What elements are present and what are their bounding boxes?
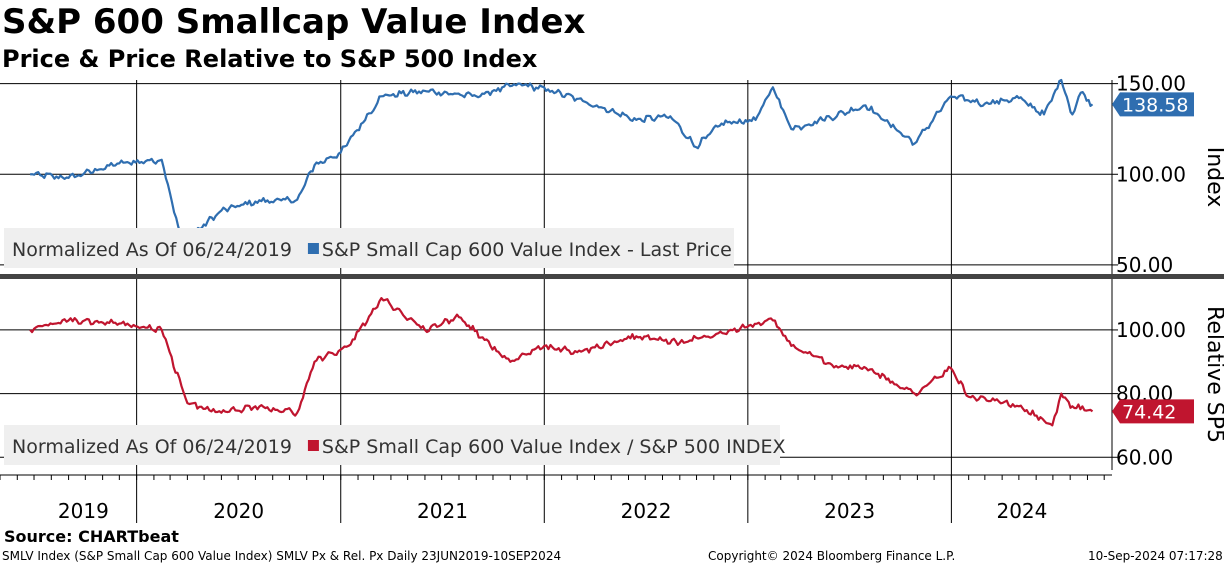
legend-series-top: S&P Small Cap 600 Value Index - Last Pri… bbox=[322, 239, 732, 261]
y-axis-title-bottom: Relative SP5 bbox=[1202, 306, 1224, 443]
last-value-label-bottom: 74.42 bbox=[1122, 401, 1176, 423]
y-axis-title-top: Index bbox=[1202, 147, 1224, 208]
chart-title: S&P 600 Smallcap Value Index bbox=[2, 2, 586, 42]
legend-box-bottom bbox=[4, 425, 780, 465]
legend-swatch-top bbox=[307, 243, 319, 254]
legend-normalized-bottom: Normalized As Of 06/24/2019 bbox=[12, 436, 292, 458]
legend-series-bottom: S&P Small Cap 600 Value Index / S&P 500 … bbox=[322, 436, 786, 458]
panel-separator bbox=[0, 274, 1224, 279]
source-label: Source: CHARTbeat bbox=[4, 527, 179, 546]
timestamp: 10-Sep-2024 07:17:28 bbox=[1088, 549, 1223, 563]
last-value-tag-top bbox=[1112, 92, 1194, 117]
legend-swatch-bottom bbox=[307, 440, 319, 451]
year-label-2024: 2024 bbox=[996, 499, 1047, 523]
year-label-2021: 2021 bbox=[417, 499, 468, 523]
legend-normalized-top: Normalized As Of 06/24/2019 bbox=[12, 239, 292, 261]
ticker-info: SMLV Index (S&P Small Cap 600 Value Inde… bbox=[2, 549, 562, 563]
year-label-2019: 2019 bbox=[58, 499, 109, 523]
last-value-tag-bottom bbox=[1112, 399, 1194, 424]
legend-box-top bbox=[4, 228, 734, 268]
year-label-2020: 2020 bbox=[213, 499, 264, 523]
series-line-top bbox=[30, 78, 1094, 245]
series-line-bottom bbox=[29, 297, 1094, 427]
last-value-label-top: 138.58 bbox=[1122, 94, 1188, 116]
ytick-label-top: 50.00 bbox=[1116, 253, 1173, 277]
ytick-label-bottom: 100.00 bbox=[1116, 318, 1186, 342]
ytick-label-top: 150.00 bbox=[1116, 72, 1186, 96]
copyright-text: Copyright© 2024 Bloomberg Finance L.P. bbox=[708, 549, 956, 563]
year-label-2023: 2023 bbox=[824, 499, 875, 523]
ytick-label-bottom: 60.00 bbox=[1116, 445, 1173, 469]
chart-subtitle: Price & Price Relative to S&P 500 Index bbox=[2, 45, 538, 73]
ytick-label-top: 100.00 bbox=[1116, 162, 1186, 186]
year-label-2022: 2022 bbox=[621, 499, 672, 523]
